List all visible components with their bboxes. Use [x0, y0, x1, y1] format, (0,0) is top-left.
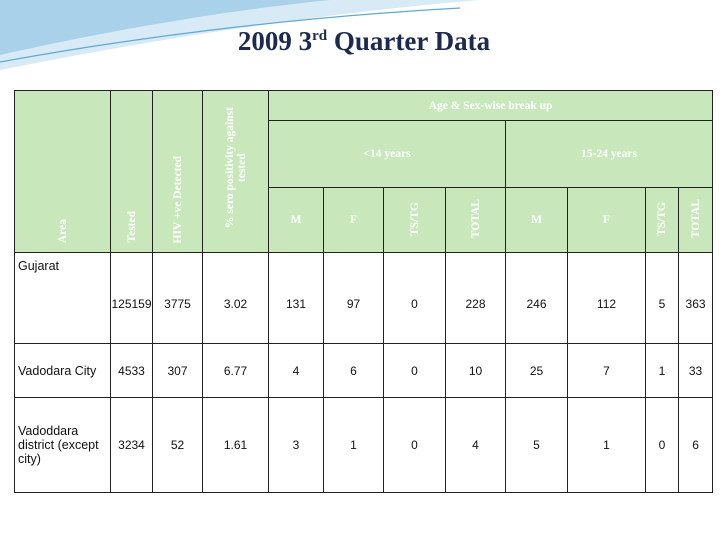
value-cell: 112 — [567, 252, 646, 344]
title-suffix: Quarter Data — [333, 26, 491, 56]
data-row: Gujarat 125159 3775 3.02 131 97 0 228 246 112 5 363 — [14, 252, 714, 344]
value-cell: 3234 — [110, 397, 153, 493]
value-cell: 125159 — [110, 252, 153, 344]
background-swoosh — [0, 0, 480, 70]
value-cell: 97 — [323, 252, 384, 344]
value-cell: 4533 — [110, 343, 153, 398]
value-cell: 7 — [567, 343, 646, 398]
value-cell: 4 — [445, 397, 506, 493]
value-cell: 246 — [505, 252, 568, 344]
sub-header-text: TS/TG — [408, 201, 421, 236]
value-cell: 33 — [677, 343, 714, 398]
left-header-text: % sero positivity against tested — [223, 107, 248, 229]
sub-header: TOTAL — [677, 187, 714, 253]
value-cell: 3 — [268, 397, 324, 493]
data-row: Vadodara City 4533 307 6.77 4 6 0 10 25 7 1 33 — [14, 343, 714, 398]
left-header-text: HIV +ve Detected — [171, 155, 184, 243]
title: 2009 3rd Quarter Data — [0, 26, 728, 57]
value-cell: 6.77 — [202, 343, 269, 398]
value-cell: 0 — [645, 397, 679, 493]
sub-header: TS/TG — [383, 187, 446, 253]
value-cell: 307 — [152, 343, 203, 398]
value-cell: 25 — [505, 343, 568, 398]
age-group-header: 15-24 years — [504, 120, 714, 188]
left-header: Tested — [110, 90, 153, 253]
value-cell: 52 — [152, 397, 203, 493]
sub-header: M — [268, 187, 324, 253]
data-table: Area Tested HIV +ve Detected % sero positiv… — [14, 90, 714, 493]
value-cell: 3775 — [152, 252, 203, 344]
sub-header: TS/TG — [645, 187, 679, 253]
value-cell: 5 — [645, 252, 679, 344]
sub-header: F — [567, 187, 646, 253]
title-text: 2009 3 — [237, 26, 313, 56]
value-cell: 4 — [268, 343, 324, 398]
value-cell: 3.02 — [202, 252, 269, 344]
value-cell: 0 — [383, 343, 446, 398]
group-header: Age & Sex-wise break up — [267, 90, 714, 121]
data-row: Vadoddara district (except city) 3234 52 1.… — [14, 397, 714, 493]
title-superscript: rd — [312, 28, 328, 44]
value-cell: 1 — [645, 343, 679, 398]
sub-header: M — [505, 187, 568, 253]
area-cell: Vadodara City — [14, 343, 111, 398]
value-cell: 5 — [505, 397, 568, 493]
value-cell: 0 — [383, 397, 446, 493]
value-cell: 131 — [268, 252, 324, 344]
left-header-text: Area — [56, 218, 69, 243]
value-cell: 6 — [323, 343, 384, 398]
sub-header-text: TOTAL — [469, 198, 482, 239]
sub-header-text: TOTAL — [689, 198, 702, 239]
sub-header: F — [323, 187, 384, 253]
age-group-header: <14 years — [268, 120, 506, 188]
value-cell: 1 — [567, 397, 646, 493]
value-cell: 6 — [677, 397, 714, 493]
left-header-text: Tested — [125, 211, 138, 243]
left-header: HIV +ve Detected — [152, 90, 203, 253]
value-cell: 228 — [445, 252, 506, 344]
sub-header: TOTAL — [445, 187, 506, 253]
swoosh-line — [0, 7, 461, 63]
left-header: Area — [14, 90, 111, 253]
header-row: M F TS/TG TOTAL M F TS/TG TOTAL — [15, 187, 714, 253]
header-row: Area Tested HIV +ve Detected % sero positiv… — [14, 90, 714, 253]
value-cell: 1 — [323, 397, 384, 493]
value-cell: 10 — [445, 343, 506, 398]
area-cell: Vadoddara district (except city) — [14, 397, 111, 493]
left-header: % sero positivity against tested — [202, 90, 269, 253]
value-cell: 363 — [677, 252, 714, 344]
header-row: <14 years 15-24 years — [15, 120, 714, 188]
swoosh — [0, 0, 330, 55]
sub-header-text: TS/TG — [656, 201, 668, 236]
value-cell: 1.61 — [202, 397, 269, 493]
area-cell: Gujarat — [14, 252, 111, 344]
value-cell: 0 — [383, 252, 446, 344]
